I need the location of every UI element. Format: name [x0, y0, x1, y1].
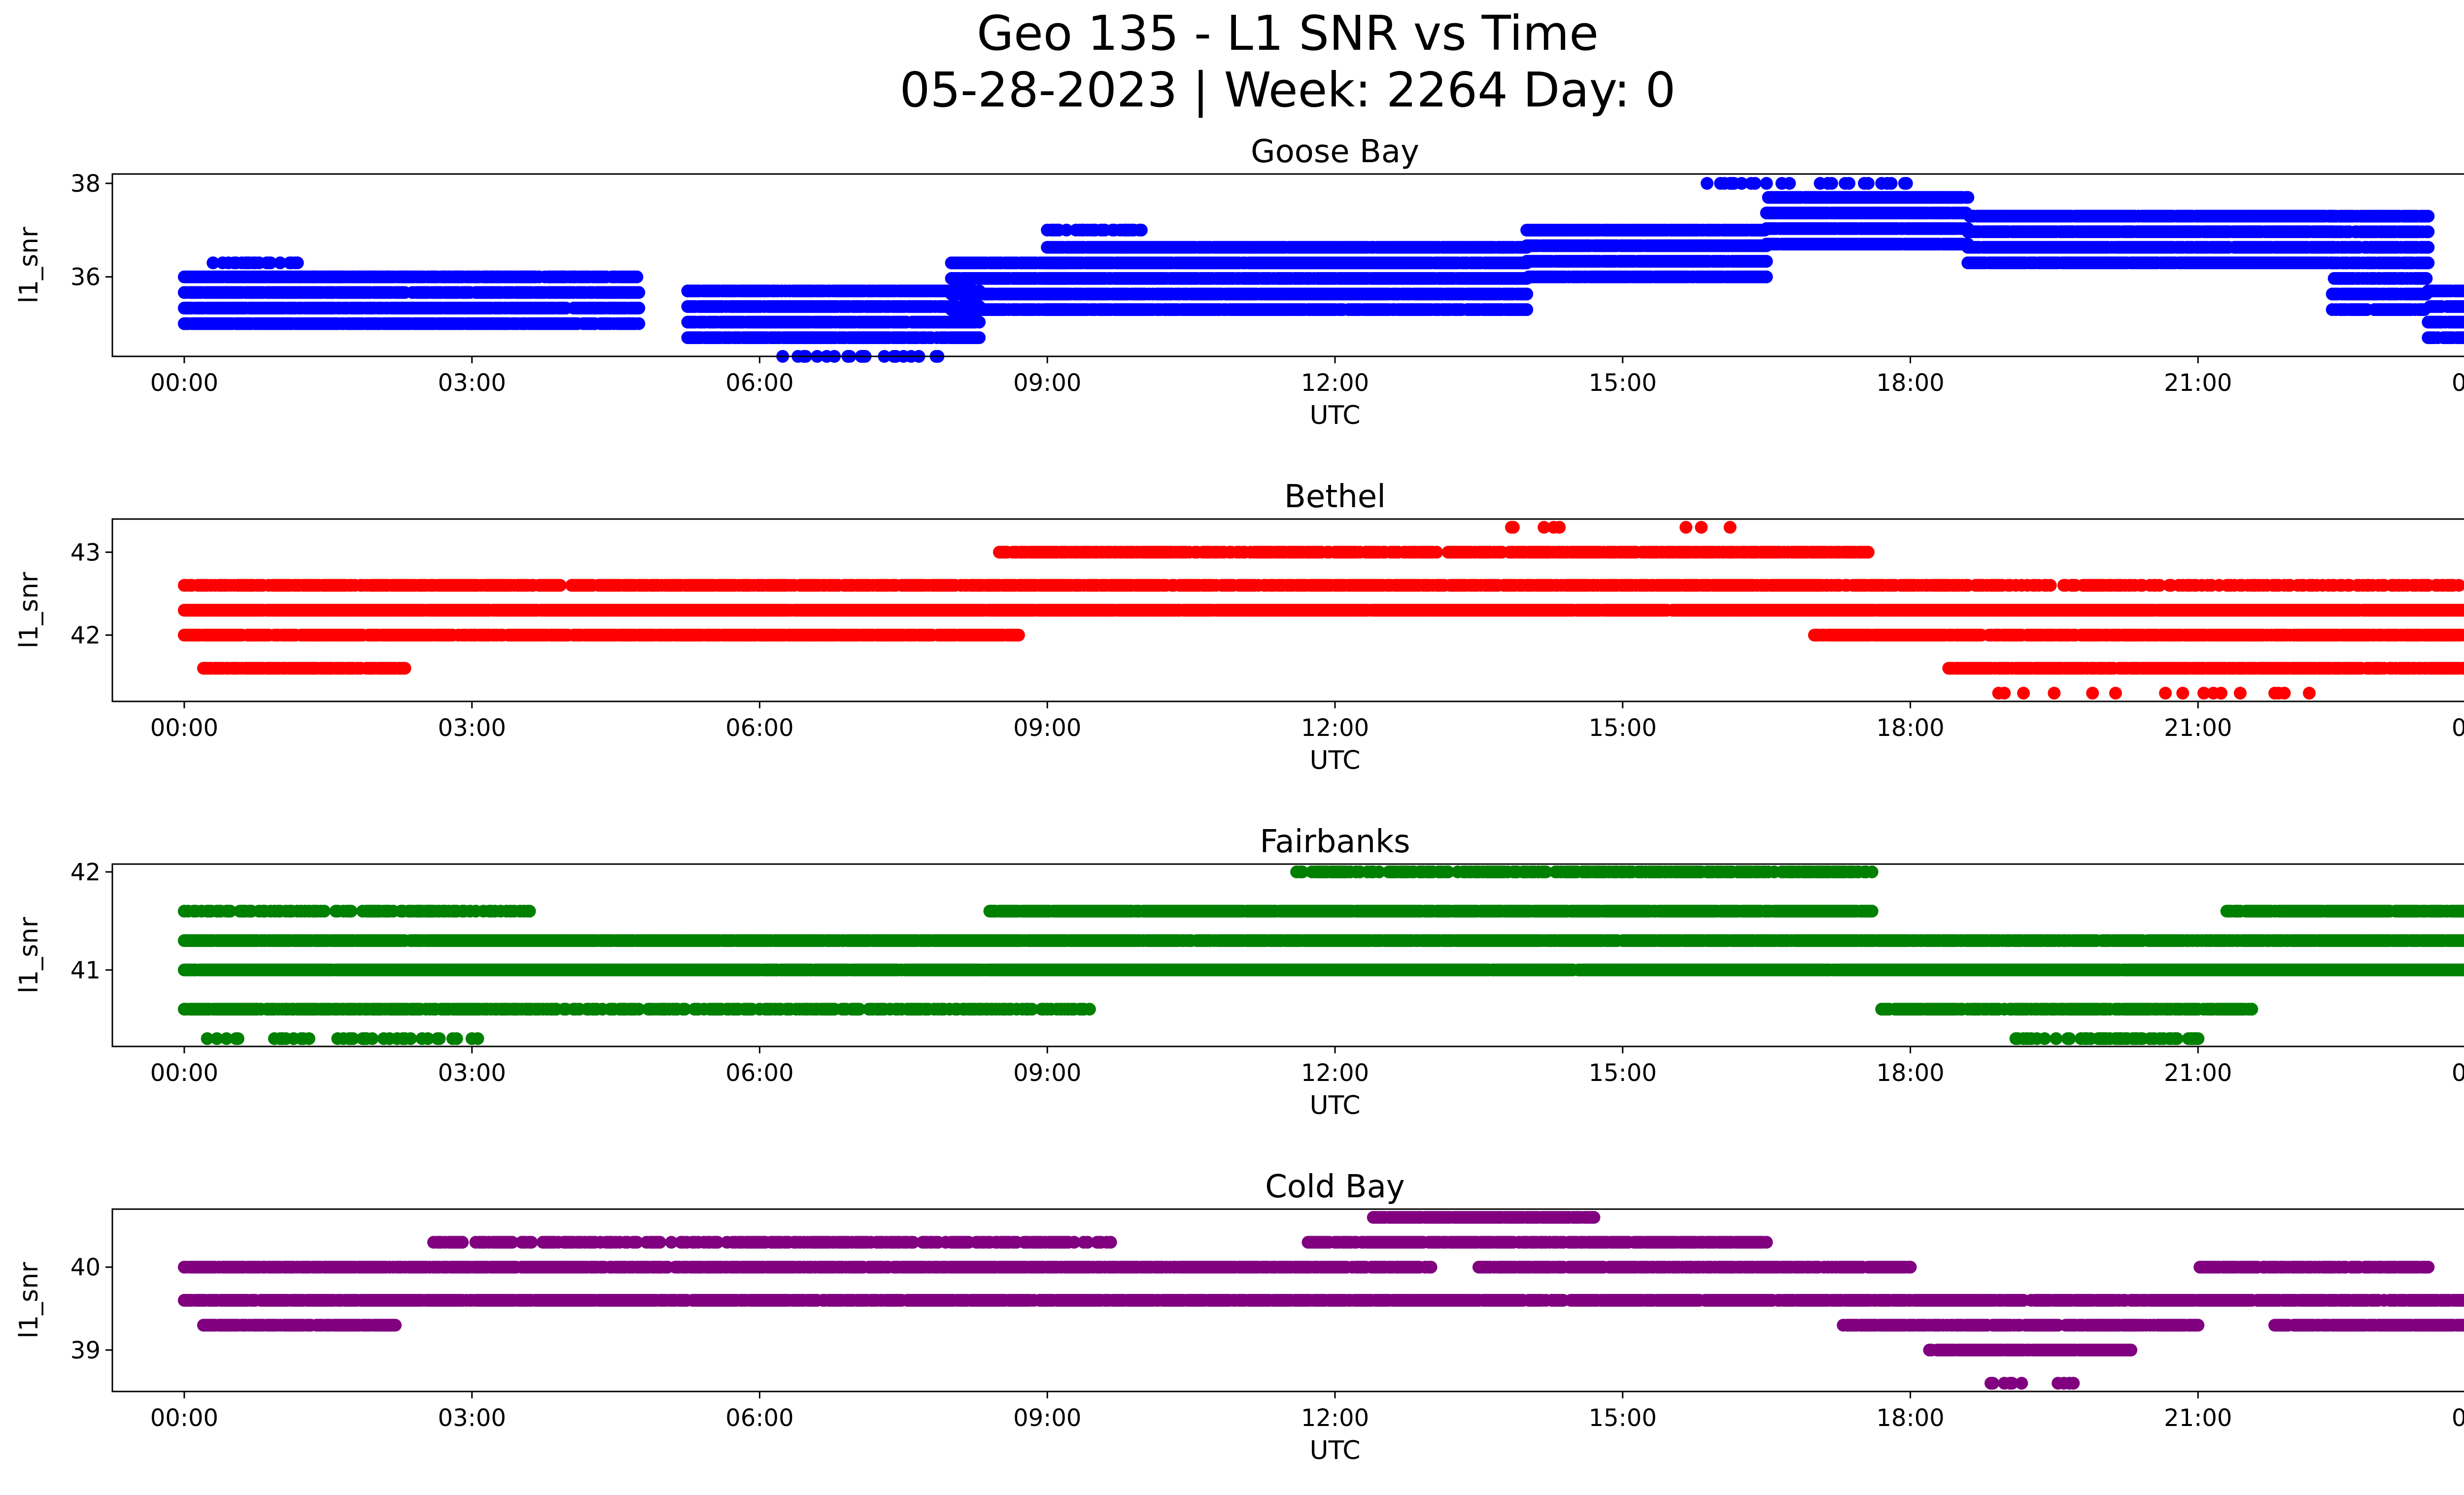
data-point — [1760, 270, 1773, 283]
data-point — [973, 331, 986, 345]
data-point — [1861, 177, 1875, 190]
data-point — [1701, 177, 1713, 190]
figure-title-line1: Geo 135 - L1 SNR vs Time — [977, 5, 1599, 61]
data-point — [1760, 177, 1773, 190]
data-point — [632, 302, 646, 314]
data-point — [2422, 241, 2435, 254]
data-point — [291, 256, 304, 270]
data-point — [632, 317, 646, 330]
data-point — [1900, 177, 1913, 190]
data-point — [506, 270, 519, 283]
subplot-title: Goose Bay — [1251, 134, 1419, 170]
data-point — [1520, 287, 1534, 301]
data-point — [283, 270, 296, 283]
data-point — [264, 256, 277, 270]
data-point — [1961, 191, 1975, 204]
data-point — [1520, 303, 1534, 316]
data-point — [569, 270, 582, 283]
data-point — [630, 270, 644, 283]
data-point — [237, 270, 250, 283]
data-point — [1783, 177, 1796, 190]
data-point — [272, 270, 285, 283]
figure-title-line2: 05-28-2023 | Week: 2264 Day: 0 — [900, 62, 1676, 118]
data-point — [2420, 272, 2433, 285]
data-point — [411, 270, 425, 283]
data-point — [1134, 223, 1148, 237]
data-point — [2422, 209, 2435, 223]
data-point — [1748, 177, 1762, 190]
data-point — [632, 286, 646, 299]
data-point — [1843, 177, 1855, 190]
data-point — [206, 256, 220, 270]
data-point — [973, 315, 986, 329]
data-point — [2422, 225, 2435, 239]
data-point — [1884, 177, 1898, 190]
data-points — [177, 177, 2464, 363]
data-point — [295, 270, 308, 283]
data-point — [532, 270, 546, 283]
data-point — [274, 256, 287, 270]
data-point — [387, 270, 400, 283]
data-point — [1825, 177, 1838, 190]
data-point — [1760, 255, 1773, 268]
data-point — [2422, 256, 2435, 270]
